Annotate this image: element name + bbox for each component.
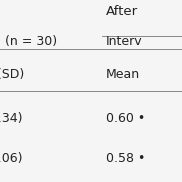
Text: n (SD): n (SD) [0, 68, 25, 81]
Text: (1.06): (1.06) [0, 152, 23, 165]
Text: Mean: Mean [106, 68, 140, 81]
Text: rol (n = 30): rol (n = 30) [0, 35, 58, 48]
Text: 0.60 •: 0.60 • [106, 112, 145, 125]
Text: After: After [106, 5, 138, 18]
Text: (0.34): (0.34) [0, 112, 23, 125]
Text: 0.58 •: 0.58 • [106, 152, 145, 165]
Text: Interv: Interv [106, 35, 142, 48]
